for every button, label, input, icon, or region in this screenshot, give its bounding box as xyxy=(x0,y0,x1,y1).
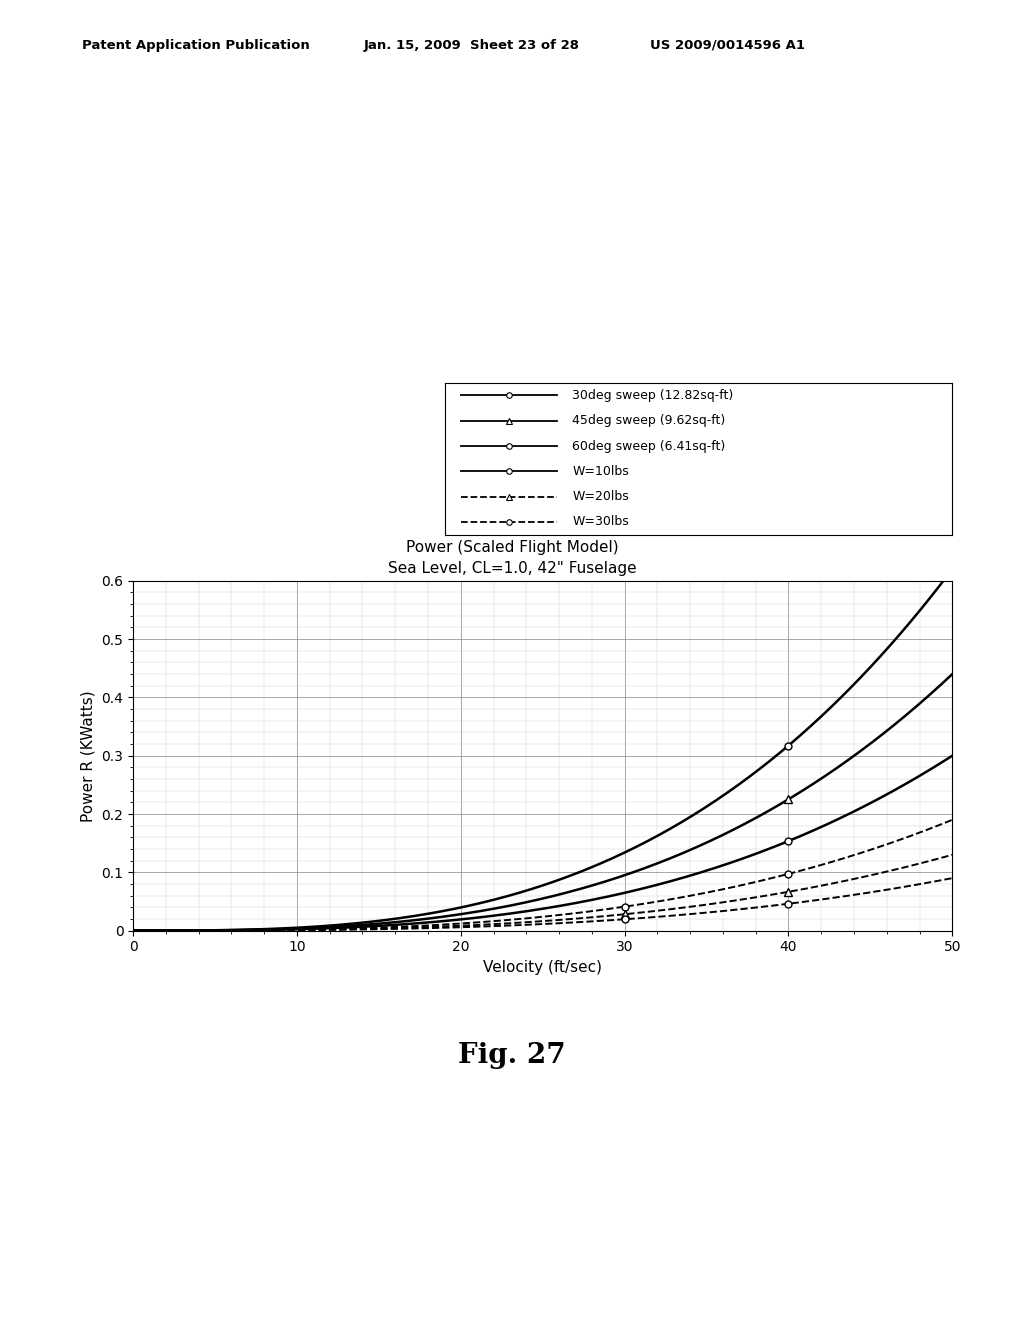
Text: W=30lbs: W=30lbs xyxy=(572,515,629,528)
Text: 60deg sweep (6.41sq-ft): 60deg sweep (6.41sq-ft) xyxy=(572,440,725,453)
Text: Power (Scaled Flight Model): Power (Scaled Flight Model) xyxy=(406,540,618,554)
Text: W=20lbs: W=20lbs xyxy=(572,490,629,503)
Text: Sea Level, CL=1.0, 42" Fuselage: Sea Level, CL=1.0, 42" Fuselage xyxy=(388,561,636,576)
X-axis label: Velocity (ft/sec): Velocity (ft/sec) xyxy=(483,960,602,975)
Text: Fig. 27: Fig. 27 xyxy=(458,1041,566,1069)
Text: Patent Application Publication: Patent Application Publication xyxy=(82,38,309,51)
Text: 45deg sweep (9.62sq-ft): 45deg sweep (9.62sq-ft) xyxy=(572,414,725,428)
Y-axis label: Power R (KWatts): Power R (KWatts) xyxy=(81,690,96,821)
Text: 30deg sweep (12.82sq-ft): 30deg sweep (12.82sq-ft) xyxy=(572,389,733,403)
Text: US 2009/0014596 A1: US 2009/0014596 A1 xyxy=(650,38,805,51)
Text: W=10lbs: W=10lbs xyxy=(572,465,629,478)
Text: Jan. 15, 2009  Sheet 23 of 28: Jan. 15, 2009 Sheet 23 of 28 xyxy=(364,38,580,51)
